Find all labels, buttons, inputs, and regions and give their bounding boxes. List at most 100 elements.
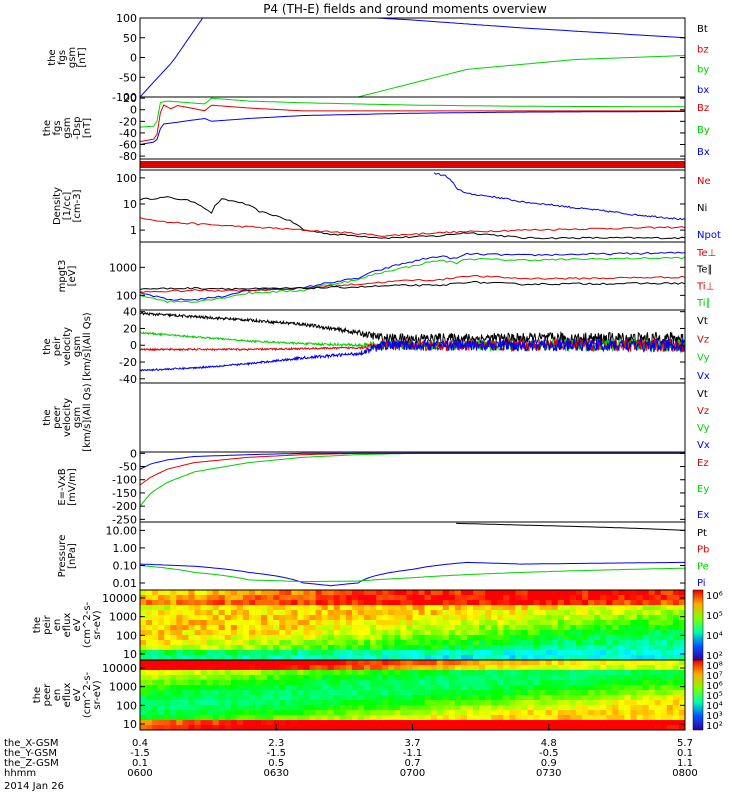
heatmap-cell bbox=[436, 645, 444, 651]
heatmap-cell bbox=[152, 590, 159, 596]
heatmap-cell bbox=[351, 675, 359, 681]
heatmap-cell bbox=[146, 605, 153, 611]
heatmap-cell bbox=[539, 640, 547, 646]
heatmap-cell bbox=[345, 675, 353, 681]
heatmap-cell bbox=[370, 650, 377, 656]
heatmap-cell bbox=[364, 675, 371, 681]
heatmap-cell bbox=[563, 610, 571, 616]
heatmap-cell bbox=[406, 720, 414, 726]
heatmap-cell bbox=[460, 700, 468, 706]
heatmap-cell bbox=[364, 655, 371, 660]
heatmap-cell bbox=[261, 600, 268, 606]
heatmap-cell bbox=[491, 695, 498, 701]
heatmap-cell bbox=[279, 640, 286, 646]
heatmap-cell bbox=[672, 670, 680, 676]
heatmap-cell bbox=[503, 685, 510, 691]
y-tick-label: 100 bbox=[116, 172, 137, 185]
heatmap-cell bbox=[309, 665, 317, 671]
y-axis-label: the bbox=[42, 338, 53, 354]
heatmap-cell bbox=[521, 640, 529, 646]
y-tick-label: 1 bbox=[130, 224, 137, 237]
heatmap-cell bbox=[624, 645, 632, 651]
heatmap-cell bbox=[218, 690, 226, 696]
heatmap-cell bbox=[400, 725, 408, 730]
heatmap-cell bbox=[509, 595, 517, 601]
heatmap-cell bbox=[224, 655, 232, 660]
heatmap-cell bbox=[182, 590, 190, 596]
heatmap-cell bbox=[430, 650, 438, 656]
heatmap-cell bbox=[291, 710, 299, 716]
heatmap-cell bbox=[660, 625, 668, 631]
heatmap-cell bbox=[236, 610, 244, 616]
heatmap-cell bbox=[158, 600, 165, 606]
heatmap-cell bbox=[267, 680, 274, 686]
heatmap-cell bbox=[242, 685, 250, 691]
heatmap-cell bbox=[206, 625, 214, 631]
heatmap-cell bbox=[249, 625, 256, 631]
heatmap-cell bbox=[412, 615, 420, 621]
heatmap-cell bbox=[273, 590, 280, 596]
y-tick-label: 10 bbox=[123, 198, 137, 211]
heatmap-cell bbox=[406, 610, 414, 616]
heatmap-cell bbox=[533, 600, 541, 606]
heatmap-cell bbox=[509, 665, 517, 671]
heatmap-cell bbox=[497, 715, 504, 721]
heatmap-cell bbox=[624, 620, 632, 626]
heatmap-cell bbox=[412, 710, 420, 716]
y-tick-label: 1000 bbox=[109, 261, 137, 274]
heatmap-cell bbox=[648, 630, 656, 636]
heatmap-cell bbox=[273, 685, 280, 691]
heatmap-cell bbox=[576, 720, 583, 726]
heatmap-cell bbox=[230, 630, 238, 636]
heatmap-cell bbox=[267, 720, 274, 726]
heatmap-cell bbox=[236, 700, 244, 706]
x-tick-label: 0.9 bbox=[541, 758, 557, 769]
heatmap-cell bbox=[206, 635, 214, 641]
heatmap-cell bbox=[654, 660, 662, 666]
heatmap-cell bbox=[448, 715, 456, 721]
heatmap-cell bbox=[176, 625, 183, 631]
heatmap-cell bbox=[606, 705, 613, 711]
y-tick-label: 100 bbox=[116, 699, 137, 712]
heatmap-cell bbox=[351, 665, 359, 671]
heatmap-cell bbox=[521, 710, 529, 716]
heatmap-cell bbox=[285, 650, 292, 656]
heatmap-cell bbox=[291, 685, 299, 691]
heatmap-cell bbox=[563, 660, 571, 666]
heatmap-cell bbox=[376, 600, 383, 606]
heatmap-cell bbox=[533, 640, 541, 646]
heatmap-cell bbox=[569, 610, 577, 616]
heatmap-cell bbox=[594, 710, 601, 716]
heatmap-cell bbox=[249, 630, 256, 636]
heatmap-cell bbox=[146, 655, 153, 660]
heatmap-cell bbox=[376, 620, 383, 626]
heatmap-cell bbox=[588, 640, 595, 646]
heatmap-cell bbox=[660, 655, 668, 660]
heatmap-cell bbox=[672, 600, 680, 606]
heatmap-cell bbox=[200, 600, 208, 606]
heatmap-cell bbox=[406, 600, 414, 606]
heatmap-cell bbox=[206, 675, 214, 681]
heatmap-cell bbox=[582, 685, 589, 691]
heatmap-cell bbox=[182, 660, 190, 666]
heatmap-cell bbox=[249, 725, 256, 730]
y-tick-label: 20 bbox=[123, 322, 137, 335]
heatmap-cell bbox=[642, 690, 650, 696]
legend-label: Bx bbox=[697, 147, 710, 158]
heatmap-cell bbox=[442, 610, 450, 616]
heatmap-cell bbox=[569, 635, 577, 641]
heatmap-cell bbox=[612, 705, 619, 711]
x-row-label: the_Z-GSM bbox=[4, 758, 59, 769]
heatmap-cell bbox=[339, 725, 347, 730]
heatmap-cell bbox=[152, 720, 159, 726]
heatmap-cell bbox=[479, 625, 486, 631]
heatmap-cell bbox=[412, 590, 420, 596]
heatmap-cell bbox=[612, 645, 619, 651]
heatmap-cell bbox=[236, 680, 244, 686]
heatmap-cell bbox=[539, 675, 547, 681]
heatmap-cell bbox=[242, 695, 250, 701]
heatmap-cell bbox=[606, 620, 613, 626]
heatmap-cell bbox=[418, 715, 426, 721]
heatmap-cell bbox=[503, 595, 510, 601]
heatmap-cell bbox=[448, 665, 456, 671]
